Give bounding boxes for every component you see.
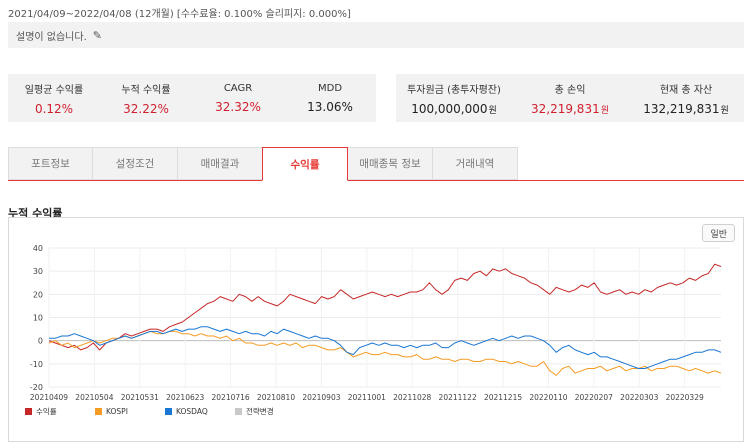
stat-principal: 투자원금 (총투자평잔) 100,000,000원 — [396, 74, 512, 122]
x-tick-label: 20210716 — [212, 393, 250, 402]
return-stats-panel: 일평균 수익률 0.12% 누적 수익률 32.22% CAGR 32.32% … — [8, 74, 376, 122]
y-tick-label: 0 — [38, 337, 43, 346]
series-line-KOSPI — [48, 330, 722, 376]
x-tick-label: 20210810 — [257, 393, 295, 402]
stat-value: 100,000,000원 — [411, 101, 497, 116]
x-tick-label: 20210531 — [121, 393, 159, 402]
tab-trade-results[interactable]: 매매결과 — [177, 147, 263, 180]
stat-total-assets: 현재 총 자산 132,219,831원 — [628, 74, 744, 122]
x-tick-label: 20210409 — [30, 393, 68, 402]
stat-value: 13.06% — [307, 99, 353, 114]
legend-swatch — [235, 408, 242, 415]
pencil-icon[interactable]: ✎ — [92, 28, 102, 42]
cumulative-return-chart: 일반 -20 -10 0 10 20 30 40 20210409 20210504 202105… — [8, 217, 744, 442]
chart-mode-button[interactable]: 일반 — [702, 224, 735, 242]
x-tick-label: 20220329 — [666, 393, 704, 402]
result-tabs: 포트정보 설정조건 매매결과 수익률 매매종목 정보 거래내역 — [8, 147, 744, 181]
stat-label: 투자원금 (총투자평잔) — [407, 84, 501, 96]
line-chart: -20 -10 0 10 20 30 40 20210409 20210504 20210531 2… — [25, 244, 722, 416]
asset-stats-panel: 투자원금 (총투자평잔) 100,000,000원 총 손익 32,219,83… — [396, 74, 744, 122]
legend-label: KOSPI — [106, 407, 128, 416]
stat-label: 총 손익 — [554, 84, 586, 96]
description-box: 설명이 없습니다. ✎ — [8, 22, 744, 48]
legend-label: KOSDAQ — [176, 407, 208, 416]
stat-label: 일평균 수익률 — [24, 84, 84, 96]
x-tick-label: 20220110 — [529, 393, 567, 402]
series-line-수익률 — [48, 263, 722, 351]
stat-value: 32.32% — [215, 99, 261, 114]
x-tick-label: 20211001 — [348, 393, 386, 402]
section-title: 누적 수익률 — [8, 207, 63, 220]
legend-label: 수익률 — [36, 406, 57, 416]
x-tick-label: 20211215 — [484, 393, 522, 402]
tab-portfolio-info[interactable]: 포트정보 — [8, 147, 93, 180]
stat-value: 32,219,831원 — [531, 101, 609, 116]
x-tick-label: 20220303 — [620, 393, 658, 402]
description-text: 설명이 없습니다. — [16, 31, 87, 43]
stat-value: 0.12% — [34, 101, 74, 116]
x-tick-label: 20211122 — [439, 393, 477, 402]
stat-label: 현재 총 자산 — [659, 84, 713, 96]
legend-label: 전략변경 — [246, 406, 274, 416]
stat-daily-return: 일평균 수익률 0.12% — [8, 74, 100, 122]
legend-swatch — [95, 408, 102, 415]
backtest-period: 2021/04/09~2022/04/08 (12개월) [수수료율: 0.10… — [8, 9, 351, 20]
stat-total-profit: 총 손익 32,219,831원 — [512, 74, 628, 122]
series-line-KOSDAQ — [49, 326, 722, 369]
stat-label: 누적 수익률 — [121, 84, 171, 96]
x-tick-label: 20210903 — [302, 393, 340, 402]
stat-value: 132,219,831원 — [643, 101, 729, 116]
y-tick-label: -10 — [30, 360, 43, 369]
stat-mdd: MDD 13.06% — [284, 74, 376, 122]
stat-cumulative-return: 누적 수익률 32.22% — [100, 74, 192, 122]
y-tick-label: -20 — [30, 383, 43, 392]
y-tick-label: 30 — [33, 267, 43, 276]
x-tick-label: 20210623 — [166, 393, 204, 402]
tab-settings[interactable]: 설정조건 — [92, 147, 178, 180]
tab-trade-history[interactable]: 거래내역 — [432, 147, 518, 180]
y-tick-label: 20 — [33, 290, 43, 299]
y-tick-label: 10 — [33, 314, 43, 323]
legend-swatch — [165, 408, 172, 415]
stat-label: CAGR — [223, 82, 253, 94]
stat-label: MDD — [317, 82, 343, 94]
tab-returns[interactable]: 수익률 — [262, 147, 348, 181]
x-tick-label: 20211028 — [393, 393, 431, 402]
x-tick-label: 20210504 — [75, 393, 113, 402]
stat-value: 32.22% — [123, 101, 169, 116]
x-tick-label: 20220207 — [575, 393, 613, 402]
stat-cagr: CAGR 32.32% — [192, 74, 284, 122]
tab-traded-stocks[interactable]: 매매종목 정보 — [347, 147, 433, 180]
y-tick-label: 40 — [33, 244, 43, 253]
legend-swatch — [25, 408, 32, 415]
